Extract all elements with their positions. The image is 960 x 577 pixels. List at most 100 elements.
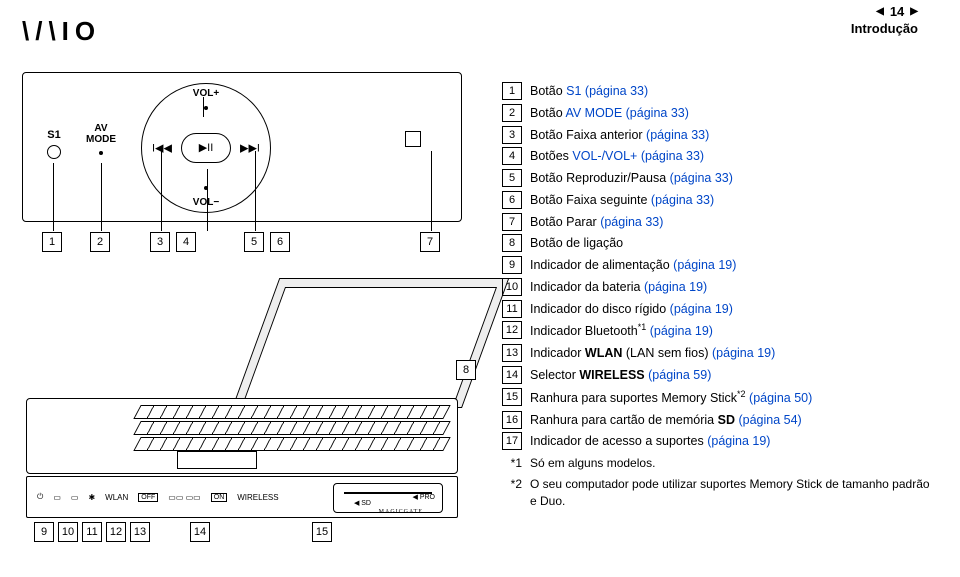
page-ref-link[interactable]: (página 19) bbox=[670, 302, 733, 316]
feature-text: Selector WIRELESS (página 59) bbox=[530, 366, 711, 385]
feature-item: 5Botão Reproduzir/Pausa (página 33) bbox=[502, 169, 932, 188]
vol-minus-label: VOL− bbox=[193, 197, 219, 208]
page-indicator: ◀ 14 ▶ Introdução bbox=[851, 4, 918, 36]
prev-page-icon[interactable]: ◀ bbox=[876, 6, 884, 17]
feature-text: Ranhura para cartão de memória SD (págin… bbox=[530, 411, 802, 430]
feature-item: 8 Botão de ligação bbox=[502, 234, 932, 253]
feature-text: Indicador do disco rígido (página 19) bbox=[530, 300, 733, 319]
feature-item: 6 Botão Faixa seguinte (página 33) bbox=[502, 191, 932, 210]
vaio-logo: \/\IO bbox=[22, 16, 101, 47]
feature-number: 4 bbox=[502, 147, 522, 165]
page-ref-link[interactable]: (página 19) bbox=[650, 324, 713, 338]
callout-8: 8 bbox=[456, 360, 476, 380]
page-ref-link[interactable]: (página 59) bbox=[648, 368, 711, 382]
feature-text: Botão Parar (página 33) bbox=[530, 213, 663, 232]
magicgate-label: MAGICGATE bbox=[379, 509, 423, 515]
control-panel-diagram: S1 AVMODE VOL+ I◀◀ ▶II ▶▶I VOL− bbox=[22, 72, 462, 222]
feature-number: 16 bbox=[502, 411, 522, 429]
callout-2: 2 bbox=[90, 232, 110, 252]
feature-number: 14 bbox=[502, 366, 522, 384]
laptop-diagram: ⏻▭▭✱ WLAN OFF ▭▭ ▭▭ ON WIRELESS ◀ PRO ◀ … bbox=[22, 278, 462, 488]
page-ref-link[interactable]: (página 33) bbox=[600, 215, 663, 229]
pro-label: ◀ PRO bbox=[413, 493, 436, 501]
feature-item: 3 Botão Faixa anterior (página 33) bbox=[502, 126, 932, 145]
feature-item: 2 Botão AV MODE (página 33) bbox=[502, 104, 932, 123]
page-ref-link[interactable]: (página 19) bbox=[712, 346, 775, 360]
laptop-lid bbox=[232, 278, 509, 408]
feature-item: 14 Selector WIRELESS (página 59) bbox=[502, 366, 932, 385]
page-ref-link[interactable]: VOL-/VOL+ (página 33) bbox=[572, 149, 704, 163]
feature-number: 15 bbox=[502, 388, 522, 406]
s1-button-icon bbox=[47, 145, 61, 159]
next-track-icon: ▶▶I bbox=[240, 142, 260, 155]
laptop-front-edge: ⏻▭▭✱ WLAN OFF ▭▭ ▭▭ ON WIRELESS ◀ PRO ◀ … bbox=[26, 476, 458, 518]
page-ref-link[interactable]: (página 33) bbox=[646, 128, 709, 142]
page-ref-link[interactable]: (página 33) bbox=[651, 193, 714, 207]
callout-15: 15 bbox=[312, 522, 332, 542]
page: \/\IO ◀ 14 ▶ Introdução S1 AVMODE VOL+ bbox=[0, 0, 960, 577]
s1-button-label: S1 bbox=[37, 129, 71, 159]
feature-number: 7 bbox=[502, 213, 522, 231]
av-mode-label: AVMODE bbox=[83, 123, 119, 155]
feature-item: 10 Indicador da bateria (página 19) bbox=[502, 278, 932, 297]
callout-13: 13 bbox=[130, 522, 150, 542]
feature-item: 17Indicador de acesso a suportes (página… bbox=[502, 432, 932, 451]
play-pause-icon: ▶II bbox=[181, 133, 231, 163]
feature-item: 12Indicador Bluetooth*1 (página 19) bbox=[502, 321, 932, 341]
feature-text: Botão de ligação bbox=[530, 234, 623, 253]
page-ref-link[interactable]: AV MODE (página 33) bbox=[565, 106, 688, 120]
page-ref-link[interactable]: (página 19) bbox=[673, 258, 736, 272]
callout-10: 10 bbox=[58, 522, 78, 542]
next-page-icon[interactable]: ▶ bbox=[910, 6, 918, 17]
feature-item: 7 Botão Parar (página 33) bbox=[502, 213, 932, 232]
feature-number: 13 bbox=[502, 344, 522, 362]
page-ref-link[interactable]: (página 50) bbox=[749, 391, 812, 405]
feature-text: Botão Faixa seguinte (página 33) bbox=[530, 191, 714, 210]
callout-9: 9 bbox=[34, 522, 54, 542]
callout-6: 6 bbox=[270, 232, 290, 252]
vol-plus-label: VOL+ bbox=[193, 88, 219, 99]
page-ref-link[interactable]: (página 54) bbox=[738, 413, 801, 427]
feature-number: 10 bbox=[502, 278, 522, 296]
feature-number: 1 bbox=[502, 82, 522, 100]
page-ref-link[interactable]: (página 19) bbox=[707, 434, 770, 448]
feature-text: Botão Faixa anterior (página 33) bbox=[530, 126, 709, 145]
feature-item: 11 Indicador do disco rígido (página 19) bbox=[502, 300, 932, 319]
section-title: Introdução bbox=[851, 21, 918, 36]
feature-text: Botão AV MODE (página 33) bbox=[530, 104, 689, 123]
feature-item: 16 Ranhura para cartão de memória SD (pág… bbox=[502, 411, 932, 430]
left-column: S1 AVMODE VOL+ I◀◀ ▶II ▶▶I VOL− bbox=[22, 72, 462, 222]
feature-number: 11 bbox=[502, 300, 522, 318]
feature-item: 4 Botões VOL-/VOL+ (página 33) bbox=[502, 147, 932, 166]
page-ref-link[interactable]: (página 19) bbox=[644, 280, 707, 294]
feature-text: Botões VOL-/VOL+ (página 33) bbox=[530, 147, 704, 166]
feature-number: 8 bbox=[502, 234, 522, 252]
callout-12: 12 bbox=[106, 522, 126, 542]
feature-text: Indicador da bateria (página 19) bbox=[530, 278, 707, 297]
feature-item: 13Indicador WLAN (LAN sem fios) (página … bbox=[502, 344, 932, 363]
feature-item: 9 Indicador de alimentação (página 19) bbox=[502, 256, 932, 275]
feature-item: 1 Botão S1 (página 33) bbox=[502, 82, 932, 101]
feature-number: 17 bbox=[502, 432, 522, 450]
callouts-row-1: 1 2 3 4 5 6 7 bbox=[22, 232, 462, 262]
stop-button-icon bbox=[405, 131, 421, 147]
page-ref-link[interactable]: S1 (página 33) bbox=[566, 84, 648, 98]
callout-4: 4 bbox=[176, 232, 196, 252]
feature-list: 1 Botão S1 (página 33) 2 Botão AV MODE (pág… bbox=[502, 82, 932, 509]
callout-11: 11 bbox=[82, 522, 102, 542]
feature-number: 3 bbox=[502, 126, 522, 144]
feature-text: Botão S1 (página 33) bbox=[530, 82, 648, 101]
footnote-2: *2 O seu computador pode utilizar suport… bbox=[502, 476, 932, 510]
sd-label: ◀ SD bbox=[354, 499, 371, 507]
page-ref-link[interactable]: (página 33) bbox=[670, 171, 733, 185]
feature-text: Ranhura para suportes Memory Stick*2 (pá… bbox=[530, 388, 812, 408]
feature-text: Indicador de alimentação (página 19) bbox=[530, 256, 736, 275]
feature-number: 6 bbox=[502, 191, 522, 209]
laptop-base bbox=[26, 398, 458, 474]
callout-7: 7 bbox=[420, 232, 440, 252]
callout-14: 14 bbox=[190, 522, 210, 542]
footnote-1: *1 Só em alguns modelos. bbox=[502, 455, 932, 472]
feature-number: 9 bbox=[502, 256, 522, 274]
feature-item: 15 Ranhura para suportes Memory Stick*2 (… bbox=[502, 388, 932, 408]
feature-number: 2 bbox=[502, 104, 522, 122]
